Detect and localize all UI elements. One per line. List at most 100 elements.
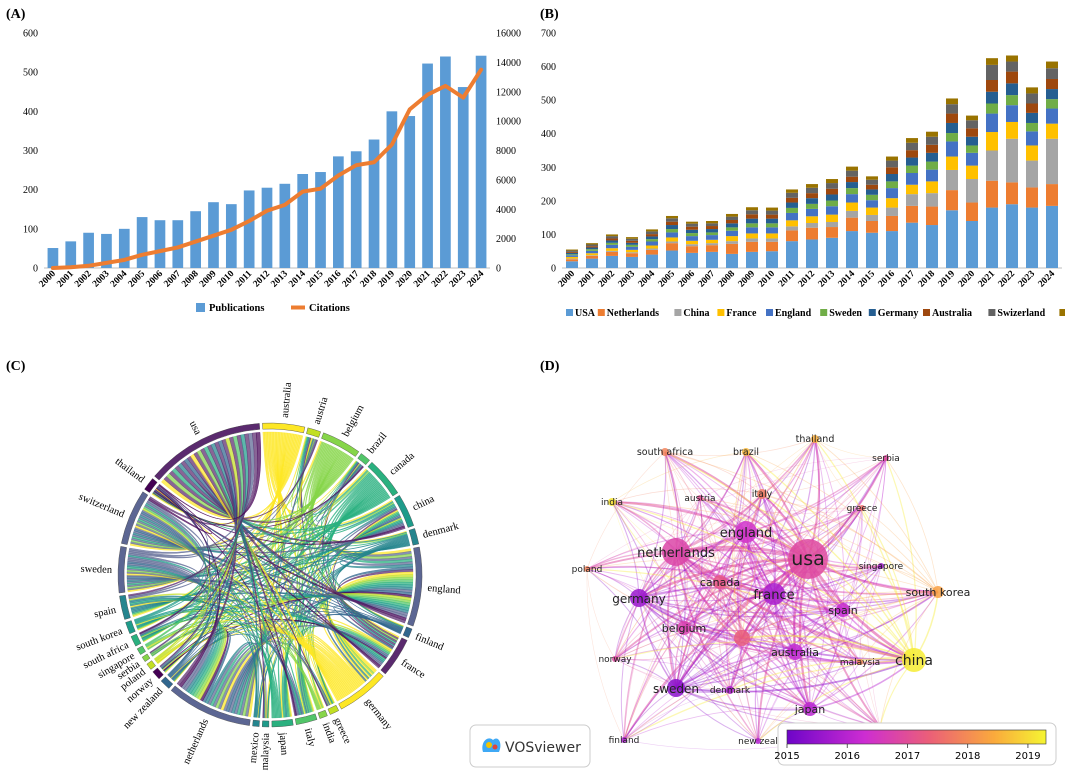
x-tick-label: 2016 xyxy=(877,269,898,290)
network-node-label: canada xyxy=(700,576,740,589)
network-edge xyxy=(761,457,887,495)
network-edge xyxy=(757,558,809,742)
stack-segment-australia xyxy=(906,150,918,158)
network-edge xyxy=(638,451,667,599)
colorbar-tick-label: 2015 xyxy=(774,751,799,762)
network-edge xyxy=(611,501,721,583)
stack-segment-australia xyxy=(846,176,858,183)
network-edge xyxy=(741,637,760,742)
chord-ribbon xyxy=(163,439,318,520)
stack-segment-usa xyxy=(586,258,598,268)
chord-arc-england xyxy=(407,546,423,627)
stack-segment-sweden xyxy=(646,239,658,242)
chord-arc-new-zealand xyxy=(160,676,174,689)
legend-label: Netherlands xyxy=(607,308,659,319)
network-edge xyxy=(623,497,701,741)
stack-segment-england xyxy=(986,113,998,133)
stack-segment-sweden xyxy=(966,145,978,153)
x-tick-label: 2000 xyxy=(557,269,578,290)
network-node-label: finland xyxy=(609,736,640,746)
stack-segment-usa xyxy=(706,251,718,268)
stack-segment-france xyxy=(686,240,698,245)
stack-segment-japan xyxy=(846,166,858,171)
network-edge xyxy=(638,597,796,653)
y-left-tick: 200 xyxy=(23,185,38,196)
x-tick-label: 2008 xyxy=(717,269,738,290)
y-tick: 300 xyxy=(541,163,556,174)
chord-arc-france xyxy=(380,637,408,675)
stack-segment-australia xyxy=(686,226,698,230)
stack-segment-england xyxy=(626,246,638,250)
chord-ribbon xyxy=(200,447,296,717)
network-node-label: norway xyxy=(598,655,632,665)
network-edge xyxy=(586,568,796,653)
y-tick: 500 xyxy=(541,96,556,107)
network-edge xyxy=(675,565,882,689)
network-node-label: italy xyxy=(752,489,773,500)
stack-segment-usa xyxy=(786,241,798,268)
chord-label: england xyxy=(427,583,462,597)
colorbar-tick-label: 2019 xyxy=(1015,751,1040,762)
stack-segment-france xyxy=(566,256,578,259)
network-edge xyxy=(741,438,816,639)
stack-segment-swizerland xyxy=(906,142,918,151)
chord-ribbon xyxy=(183,458,401,635)
stack-segment-japan xyxy=(866,176,878,180)
stack-segment-england xyxy=(786,212,798,221)
network-edge xyxy=(757,661,861,742)
network-edge xyxy=(623,493,763,741)
stack-segment-france xyxy=(946,156,958,170)
stack-segment-japan xyxy=(886,156,898,161)
network-edge xyxy=(614,627,685,660)
network-edge xyxy=(675,551,881,728)
network-edge xyxy=(761,493,915,661)
stack-segment-germany xyxy=(986,91,998,104)
stack-segment-swizerland xyxy=(746,210,758,215)
network-edge xyxy=(807,558,881,728)
stack-segment-sweden xyxy=(626,244,638,247)
stack-segment-swizerland xyxy=(866,179,878,185)
stack-segment-france xyxy=(586,253,598,256)
network-edge xyxy=(754,593,775,742)
stack-segment-japan xyxy=(1046,61,1058,69)
chord-label: netherlands xyxy=(181,717,211,766)
stack-segment-china xyxy=(886,207,898,216)
network-edge xyxy=(675,457,887,553)
chord-arc-japan xyxy=(271,719,294,728)
stack-segment-japan xyxy=(746,207,758,211)
network-edge xyxy=(809,659,915,710)
chord-label: france xyxy=(399,657,427,681)
panel-c-label: (C) xyxy=(6,359,26,374)
network-node xyxy=(661,448,669,456)
stack-segment-germany xyxy=(766,218,778,224)
stack-segment-germany xyxy=(586,247,598,250)
stack-segment-england xyxy=(846,194,858,203)
network-node-label: malaysia xyxy=(840,658,880,668)
network-edge xyxy=(586,507,863,570)
stack-segment-germany xyxy=(666,225,678,230)
x-tick-label: 2023 xyxy=(448,269,469,290)
y-tick: 100 xyxy=(541,230,556,241)
x-tick-label: 2020 xyxy=(957,269,978,290)
stack-segment-germany xyxy=(966,136,978,146)
x-tick-label: 2009 xyxy=(198,269,219,290)
stack-segment-japan xyxy=(646,229,658,232)
x-tick-label: 2018 xyxy=(359,269,380,290)
stack-segment-england xyxy=(866,200,878,208)
stack-segment-swizerland xyxy=(606,236,618,239)
network-edge xyxy=(729,609,844,691)
publication-bar xyxy=(333,156,344,268)
stack-segment-france xyxy=(926,181,938,194)
stack-segment-england xyxy=(1046,108,1058,124)
network-edge xyxy=(728,493,763,691)
network-edge xyxy=(745,451,882,567)
network-edge xyxy=(809,457,887,710)
chord-ribbon xyxy=(149,436,242,654)
network-edge xyxy=(664,451,939,593)
legend-swatch xyxy=(566,309,573,316)
network-edge xyxy=(732,451,747,639)
network-edge xyxy=(586,568,616,660)
stack-segment-netherlands xyxy=(906,205,918,223)
x-tick-label: 2005 xyxy=(657,269,678,290)
network-node-label: brazil xyxy=(733,447,759,458)
